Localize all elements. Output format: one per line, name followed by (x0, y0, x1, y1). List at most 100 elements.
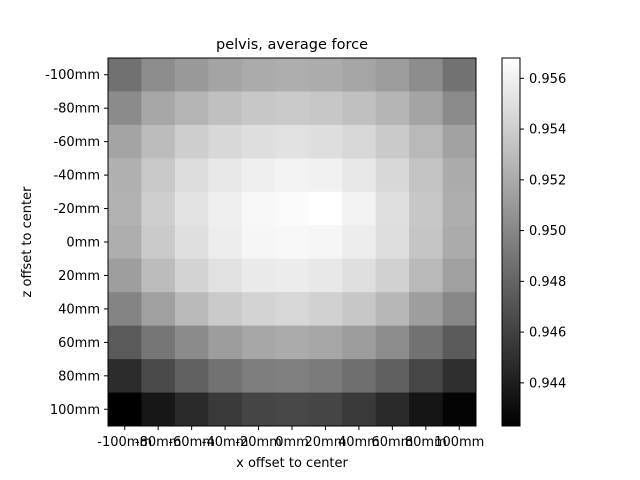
heatmap-cell (108, 91, 142, 126)
y-tick-label: -60mm (53, 135, 100, 150)
heatmap-cell (141, 158, 176, 193)
heatmap-cell (375, 191, 410, 226)
x-tick-label: -60mm (168, 435, 215, 450)
heatmap-cell (409, 58, 443, 92)
heatmap-cell (241, 359, 276, 393)
heatmap-cell (241, 325, 276, 360)
heatmap-cell (108, 359, 142, 393)
heatmap-cell (342, 359, 377, 393)
heatmap-cell (375, 325, 410, 360)
heatmap-cell (141, 325, 176, 360)
heatmap-cell (442, 392, 477, 427)
y-tick-label: 100mm (50, 403, 100, 418)
heatmap-cell (442, 258, 477, 293)
heatmap-cell (108, 124, 142, 159)
colorbar-tick-label: 0.944 (529, 376, 566, 391)
heatmap-cell (241, 91, 276, 126)
heatmap-cell (308, 91, 343, 126)
heatmap-cell (375, 225, 410, 260)
y-tick-label: -100mm (45, 68, 100, 83)
heatmap-cell (275, 225, 310, 260)
colorbar-tick-label: 0.952 (529, 173, 566, 188)
heatmap-cell (342, 158, 377, 193)
heatmap-cell (174, 325, 209, 360)
colorbar-ticks: 0.944 0.946 0.948 0.950 0.952 0.954 0.956 (520, 72, 566, 391)
heatmap-cell (275, 392, 310, 427)
colorbar (501, 57, 521, 427)
heatmap-cell (174, 258, 209, 293)
heatmap-cell (275, 325, 310, 360)
heatmap-cell (174, 191, 209, 226)
heatmap-cell (442, 292, 477, 327)
heatmap-cell (308, 124, 343, 159)
heatmap-cell (308, 58, 343, 92)
x-tick-label: 60mm (371, 435, 413, 450)
heatmap-cell (141, 91, 176, 126)
heatmap-cell (141, 359, 176, 393)
heatmap-cell (275, 124, 310, 159)
heatmap-cell (442, 191, 477, 226)
heatmap-cell (241, 292, 276, 327)
heatmap-cell (409, 91, 443, 126)
x-tick-label: -100mm (97, 435, 152, 450)
heatmap-cell (108, 392, 142, 427)
heatmap-cell (275, 58, 310, 92)
heatmap-cell (141, 392, 176, 427)
heatmap-cell (342, 292, 377, 327)
heatmap-cell (375, 124, 410, 159)
heatmap-cell (141, 58, 176, 92)
heatmap-cell (174, 124, 209, 159)
heatmap-cell (208, 158, 243, 193)
heatmap-cell (208, 191, 243, 226)
colorbar-tick-label: 0.948 (529, 275, 566, 290)
heatmap-cell (241, 258, 276, 293)
heatmap-cell (108, 292, 142, 327)
heatmap-cell (208, 392, 243, 427)
heatmap-cell (308, 258, 343, 293)
heatmap-cell (241, 392, 276, 427)
heatmap-cell (409, 325, 443, 360)
heatmap-cell (208, 124, 243, 159)
x-tick-label: -40mm (202, 435, 249, 450)
heatmap-cell (108, 258, 142, 293)
heatmap-cell (174, 292, 209, 327)
x-axis: -100mm-80mm-60mm-40mm-20mm0mm20mm40mm60m… (97, 426, 484, 450)
heatmap-cell (174, 359, 209, 393)
heatmap-cell (241, 58, 276, 92)
chart-title: pelvis, average force (216, 37, 368, 53)
heatmap-cell (108, 158, 142, 193)
heatmap-cell (141, 225, 176, 260)
heatmap-cell (375, 392, 410, 427)
heatmap-cell (409, 359, 443, 393)
heatmap-cell (442, 158, 477, 193)
heatmap-cell (275, 292, 310, 327)
y-tick-label: 20mm (58, 269, 100, 284)
x-tick-label: 20mm (305, 435, 347, 450)
heatmap-cell (108, 58, 142, 92)
heatmap-cell (308, 292, 343, 327)
heatmap-cell (108, 191, 142, 226)
heatmap-cell (308, 392, 343, 427)
x-tick-label: -20mm (235, 435, 282, 450)
heatmap-cell (208, 258, 243, 293)
heatmap-cell (342, 225, 377, 260)
heatmap-cell (342, 392, 377, 427)
heatmap-cell (174, 91, 209, 126)
heatmap-cell (342, 191, 377, 226)
y-tick-label: -40mm (53, 169, 100, 184)
heatmap-cell (275, 191, 310, 226)
heatmap-cell (409, 392, 443, 427)
heatmap-cell (174, 392, 209, 427)
y-tick-label: 60mm (58, 336, 100, 351)
heatmap-cell (409, 225, 443, 260)
heatmap-cell (342, 258, 377, 293)
heatmap-cell (208, 91, 243, 126)
y-tick-label: 0mm (66, 236, 100, 251)
colorbar-tick-label: 0.956 (529, 72, 566, 87)
heatmap-cell (375, 58, 410, 92)
heatmap-cell (308, 225, 343, 260)
x-tick-label: -80mm (135, 435, 182, 450)
heatmap-cell (442, 359, 477, 393)
heatmap-cell (342, 124, 377, 159)
heatmap-cell (409, 158, 443, 193)
